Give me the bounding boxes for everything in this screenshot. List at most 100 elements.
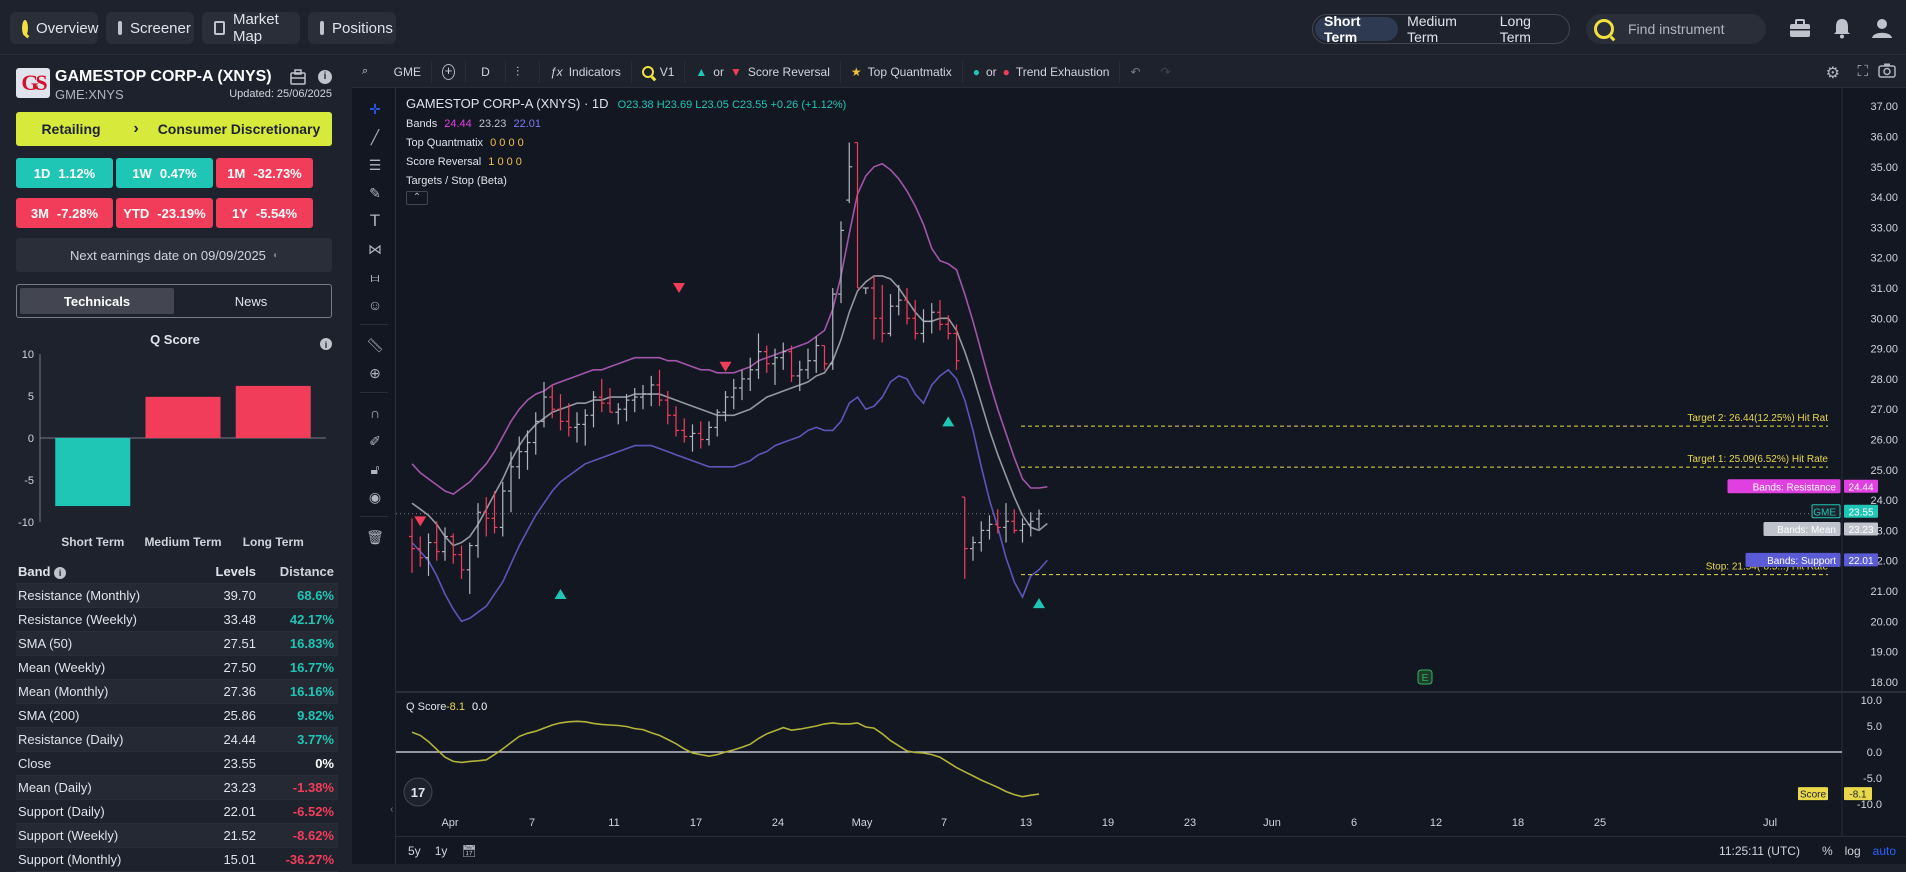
earnings-marker-label: E [1422,673,1429,684]
qscore-tick-label: 0 [28,433,34,445]
overview-button[interactable]: Overview [10,12,99,44]
pattern-icon[interactable]: ⋈ [368,240,382,257]
chart-toolbar: ⌕ GME + D ⫶ ƒx Indicators V1 ▲ or ▼ Scor… [352,56,1906,88]
trend-exhaustion-button[interactable]: ● or ● Trend Exhaustion [963,60,1121,83]
zoom-icon[interactable]: ⊕ [369,364,381,381]
sector-breadcrumb[interactable]: Retailing › Consumer Discretionary [16,112,332,146]
qscore-value-box [1844,787,1872,801]
perf-3m: 3M -7.28% [16,198,113,228]
symbol-input[interactable]: ⌕ GME [352,60,432,83]
lock-icon[interactable]: 🔓︎ [370,460,380,477]
term-short[interactable]: Short Term [1315,13,1399,45]
table-row[interactable]: Mean (Daily) 23.23 -1.38% [16,776,338,800]
chart-background [396,88,1906,836]
collapse-toolbar-icon[interactable]: ‹ [390,804,394,815]
table-row[interactable]: Resistance (Monthly) 39.70 68.6% [16,584,338,608]
plus-circle-icon: + [442,63,455,80]
price-label-tag [1727,479,1841,494]
market-map-button[interactable]: Market Map [202,11,300,45]
bar-style-button[interactable]: ⫶ [506,60,540,83]
top-quantmatix-button[interactable]: ★ Top Quantmatix [841,60,963,83]
collapse-legend-icon[interactable]: ⌃ [406,191,428,205]
settings-gear-icon[interactable]: ⚙ [1825,65,1840,82]
fullscreen-icon[interactable]: ⛶ [1857,63,1868,80]
red-dot-icon: ● [1002,64,1010,79]
interval-button[interactable]: D [466,60,506,83]
legend-bands-label: Bands [406,118,438,130]
indicators-button[interactable]: ƒx Indicators [540,60,632,83]
tab-news[interactable]: News [234,293,268,309]
find-instrument-input[interactable]: Find instrument [1586,14,1766,44]
band-level: 22.01 [223,804,256,819]
band-name: SMA (50) [18,636,73,651]
emoji-icon[interactable]: ☺ [367,297,383,313]
company-logo: GS [16,68,50,98]
range-1y[interactable]: 1y [434,843,448,858]
info-icon[interactable]: i [318,70,332,84]
positions-button[interactable]: Positions [308,12,396,44]
percent-scale-toggle[interactable]: % [1821,843,1833,858]
utc-clock: 11:25:11 (UTC) [1719,843,1800,858]
or-label-1: or [713,64,724,79]
band-distance: 0% [315,756,334,771]
crosshair-icon[interactable]: ✛ [369,100,381,117]
qscore-tick-label: -10 [18,517,34,529]
earnings-text: Next earnings date on 09/09/2025 [70,247,266,263]
table-row[interactable]: Resistance (Daily) 24.44 3.77% [16,728,338,752]
table-row[interactable]: Mean (Monthly) 27.36 16.16% [16,680,338,704]
brush-icon[interactable]: ✎ [369,184,381,201]
table-row[interactable]: Close 23.55 0% [16,752,338,776]
fib-lines-icon[interactable]: ☰ [368,156,382,173]
bell-icon[interactable] [1830,16,1854,40]
term-medium[interactable]: Medium Term [1407,13,1457,45]
info-icon[interactable] [320,338,332,350]
band-mean-line [411,275,1048,547]
band-name: Close [18,756,52,771]
magnet-icon[interactable]: ∩ [369,405,381,421]
qscore-badge-label: Score [1800,790,1827,801]
table-row[interactable]: SMA (200) 25.86 9.82% [16,704,338,728]
table-row[interactable]: SMA (50) 27.51 16.83% [16,632,338,656]
eye-icon[interactable]: ◉ [368,488,382,505]
table-row[interactable]: Mean (Weekly) 27.50 16.77% [16,656,338,680]
trend-line-icon[interactable]: ╱ [370,128,380,145]
top-nav-bar: Overview Screener Market Map Positions S… [0,0,1906,55]
info-icon[interactable]: i [54,567,67,579]
undo-icon[interactable]: ↶ [1130,64,1141,79]
camera-icon[interactable] [1878,62,1896,81]
table-row[interactable]: Resistance (Weekly) 33.48 42.17% [16,608,338,632]
qscore-category-label: Long Term [243,535,304,549]
compare-icon[interactable] [290,69,308,90]
measure-lines-icon[interactable]: ⧦ [370,268,380,285]
band-level: 23.23 [223,780,256,795]
text-tool-icon[interactable]: T [369,211,381,230]
trash-icon[interactable]: 🗑︎ [366,528,384,545]
date-range-icon[interactable]: 📅︎ [461,843,477,858]
qscore-line [411,720,1040,798]
redo-icon[interactable]: ↷ [1160,64,1171,79]
band-distance: -36.27% [285,852,334,867]
table-row[interactable]: Support (Monthly) 15.01 -36.27% [16,848,338,872]
account-icon[interactable] [1870,16,1894,40]
screener-button[interactable]: Screener [106,12,194,44]
price-tick-label: 18.00 [1870,677,1898,689]
price-tick-label: 24.00 [1870,495,1898,507]
table-row[interactable]: Support (Daily) 22.01 -6.52% [16,800,338,824]
ruler-icon[interactable]: 📏︎ [366,336,384,353]
v1-button[interactable]: V1 [632,60,686,83]
band-distance: -6.52% [292,804,334,819]
chart-legend: GAMESTOP CORP-A (XNYS) · 1D O23.38 H23.6… [406,94,846,205]
band-level: 15.01 [223,852,256,867]
add-symbol-button[interactable]: + [432,60,466,83]
score-reversal-button[interactable]: ▲ or ▼ Score Reversal [685,60,841,83]
x-tick-label: 12 [1430,817,1442,829]
range-5y[interactable]: 5y [408,843,421,858]
pencil-lock-icon[interactable]: ✐ [369,432,381,449]
table-row[interactable]: Support (Weekly) 21.52 -8.62% [16,824,338,848]
briefcase-icon[interactable] [1788,16,1812,40]
log-scale-toggle[interactable]: log [1844,843,1861,858]
tab-technicals[interactable]: Technicals [20,288,174,314]
auto-scale-toggle[interactable]: auto [1872,843,1896,858]
band-distance: -8.62% [292,828,334,843]
term-long[interactable]: Long Term [1499,13,1531,45]
